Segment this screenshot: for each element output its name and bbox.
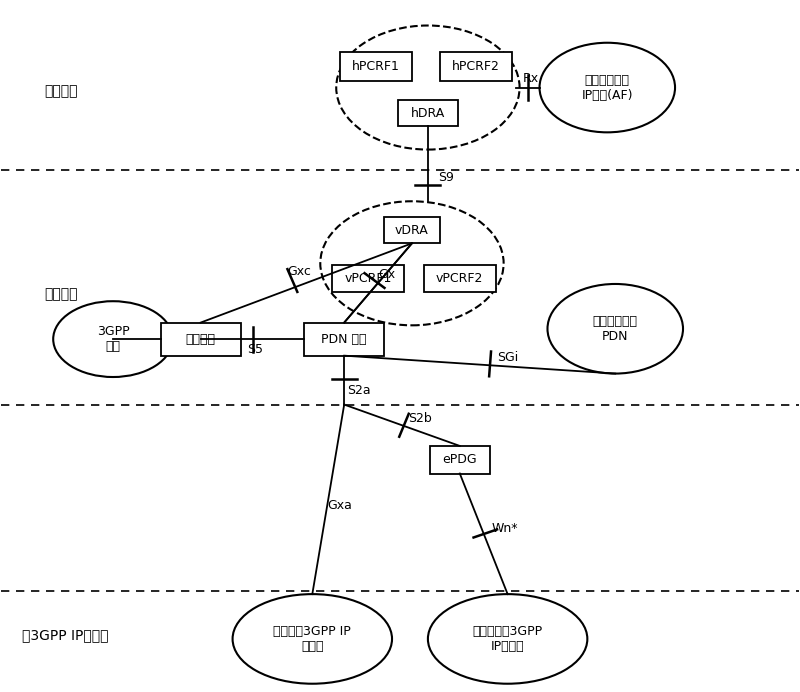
Text: Gxc: Gxc bbox=[287, 265, 310, 278]
FancyBboxPatch shape bbox=[340, 53, 412, 82]
Text: 3GPP
接入: 3GPP 接入 bbox=[97, 325, 130, 353]
Text: S2a: S2a bbox=[346, 383, 370, 397]
Text: 家乡网络: 家乡网络 bbox=[45, 84, 78, 98]
Text: Gx: Gx bbox=[378, 268, 396, 281]
Text: 拜访地运营商
PDN: 拜访地运营商 PDN bbox=[593, 315, 638, 343]
Text: 不可信任非3GPP
IP接入网: 不可信任非3GPP IP接入网 bbox=[473, 625, 542, 653]
Text: 可信任非3GPP IP
接入网: 可信任非3GPP IP 接入网 bbox=[274, 625, 351, 653]
FancyBboxPatch shape bbox=[430, 446, 490, 473]
Text: 非3GPP IP接入网: 非3GPP IP接入网 bbox=[22, 628, 109, 642]
FancyBboxPatch shape bbox=[440, 53, 512, 82]
FancyBboxPatch shape bbox=[384, 217, 440, 244]
FancyBboxPatch shape bbox=[332, 264, 404, 292]
Text: SGi: SGi bbox=[497, 351, 518, 363]
Text: 拜访网络: 拜访网络 bbox=[45, 287, 78, 301]
Text: hDRA: hDRA bbox=[410, 107, 445, 120]
Text: hPCRF2: hPCRF2 bbox=[452, 60, 500, 73]
FancyBboxPatch shape bbox=[398, 100, 458, 126]
Text: Rx: Rx bbox=[522, 72, 539, 85]
Text: vDRA: vDRA bbox=[395, 224, 429, 237]
Text: S5: S5 bbox=[247, 343, 263, 356]
Text: vPCRF1: vPCRF1 bbox=[345, 272, 392, 285]
Text: ePDG: ePDG bbox=[442, 453, 477, 466]
Text: 服务网关: 服务网关 bbox=[186, 333, 216, 345]
Text: vPCRF2: vPCRF2 bbox=[436, 272, 483, 285]
Text: 运营商提供的
IP业务(AF): 运营商提供的 IP业务(AF) bbox=[582, 73, 633, 102]
Text: PDN 网关: PDN 网关 bbox=[322, 333, 367, 345]
Text: Wn*: Wn* bbox=[492, 522, 518, 535]
FancyBboxPatch shape bbox=[161, 322, 241, 356]
Text: Gxa: Gxa bbox=[327, 500, 352, 512]
Text: S9: S9 bbox=[438, 171, 454, 183]
FancyBboxPatch shape bbox=[304, 322, 384, 356]
FancyBboxPatch shape bbox=[424, 264, 496, 292]
Text: S2b: S2b bbox=[408, 412, 432, 425]
Text: hPCRF1: hPCRF1 bbox=[352, 60, 400, 73]
